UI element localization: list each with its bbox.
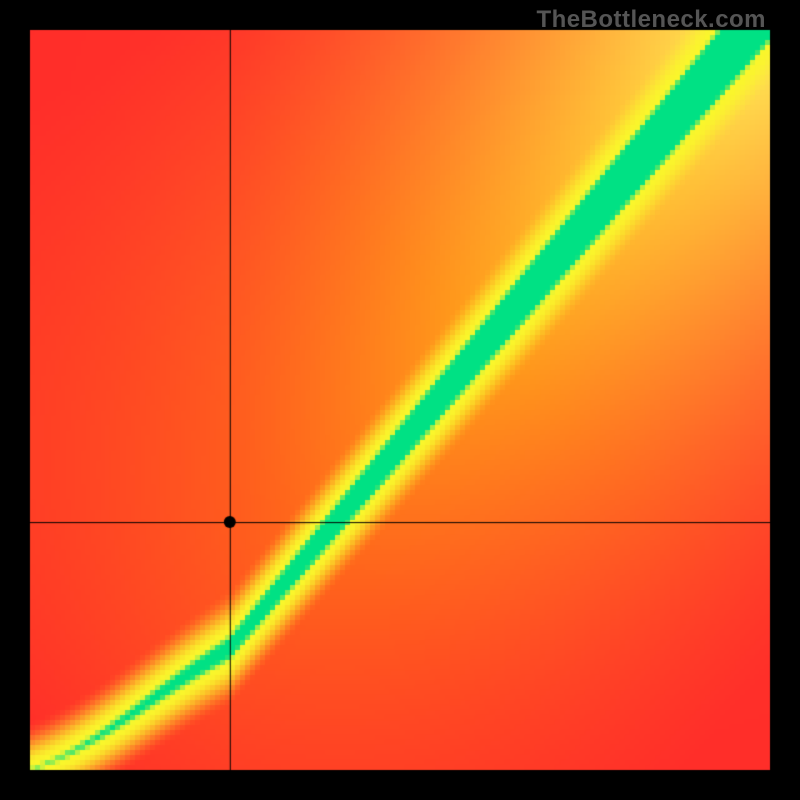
chart-container: TheBottleneck.com [0, 0, 800, 800]
watermark-label: TheBottleneck.com [536, 6, 766, 34]
heatmap-canvas [0, 0, 800, 800]
